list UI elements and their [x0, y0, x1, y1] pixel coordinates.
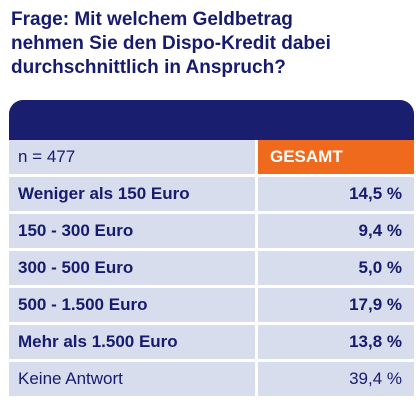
question-line: durchschnittlich in Anspruch?: [11, 57, 286, 78]
row-value: 9,4 %: [258, 214, 414, 248]
table-header-row: n = 477 GESAMT: [9, 140, 414, 174]
results-table: n = 477 GESAMT Weniger als 150 Euro 14,5…: [9, 140, 414, 399]
question-line: Frage: Mit welchem Geldbetrag: [11, 9, 293, 30]
question-line: nehmen Sie den Dispo-Kredit dabei: [11, 33, 331, 54]
row-value: 14,5 %: [258, 177, 414, 211]
table-row: 150 - 300 Euro 9,4 %: [9, 214, 414, 248]
table-row: Keine Antwort 39,4 %: [9, 362, 414, 396]
total-column-header: GESAMT: [258, 140, 414, 174]
table-row: 300 - 500 Euro 5,0 %: [9, 251, 414, 285]
table-row: 500 - 1.500 Euro 17,9 %: [9, 288, 414, 322]
table-row: Mehr als 1.500 Euro 13,8 %: [9, 325, 414, 359]
row-label: Keine Antwort: [9, 362, 255, 396]
row-value: 39,4 %: [258, 362, 414, 396]
row-value: 5,0 %: [258, 251, 414, 285]
row-label: 500 - 1.500 Euro: [9, 288, 255, 322]
row-value: 13,8 %: [258, 325, 414, 359]
table-header-band: [9, 100, 414, 140]
row-label: Mehr als 1.500 Euro: [9, 325, 255, 359]
table-row: Weniger als 150 Euro 14,5 %: [9, 177, 414, 211]
row-value: 17,9 %: [258, 288, 414, 322]
row-label: 150 - 300 Euro: [9, 214, 255, 248]
question-title: Frage: Mit welchem Geldbetrag nehmen Sie…: [11, 8, 411, 80]
sample-size-label: n = 477: [9, 140, 255, 174]
row-label: Weniger als 150 Euro: [9, 177, 255, 211]
row-label: 300 - 500 Euro: [9, 251, 255, 285]
